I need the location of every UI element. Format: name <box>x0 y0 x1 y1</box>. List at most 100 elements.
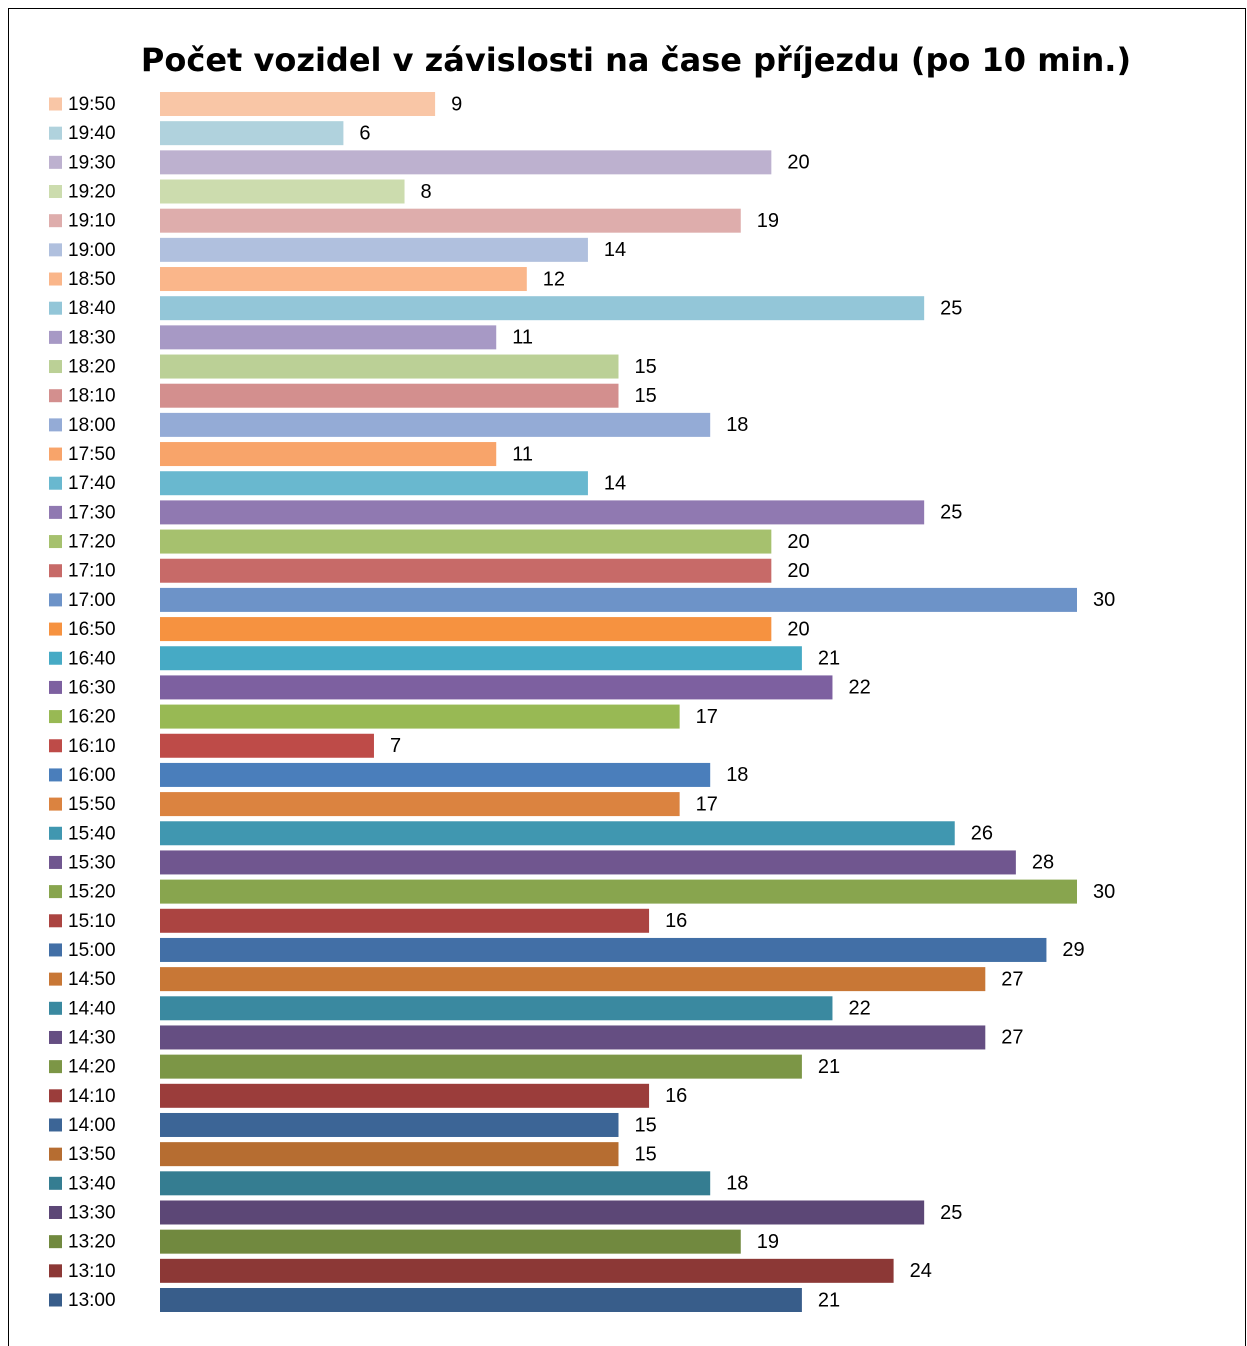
legend-swatch <box>49 1264 62 1278</box>
legend-swatch <box>49 593 62 607</box>
legend-swatch <box>49 1293 62 1307</box>
data-label: 19 <box>757 210 779 232</box>
data-label: 16 <box>665 910 687 932</box>
legend-label: 15:50 <box>68 794 116 815</box>
bar <box>160 908 650 933</box>
legend-label: 15:30 <box>68 852 116 873</box>
bar <box>160 267 527 292</box>
bar <box>160 471 588 496</box>
legend-swatch <box>49 185 62 199</box>
legend-label: 18:20 <box>68 357 116 378</box>
legend-label: 15:40 <box>68 823 116 844</box>
legend-label: 19:30 <box>68 152 116 173</box>
legend-label: 16:50 <box>68 619 116 640</box>
legend-label: 13:00 <box>68 1290 116 1311</box>
bar <box>160 354 619 379</box>
legend-label: 18:10 <box>68 386 116 407</box>
legend-swatch <box>49 360 62 374</box>
legend-label: 15:20 <box>68 882 116 903</box>
bar <box>160 296 925 321</box>
bar <box>160 733 374 758</box>
bar <box>160 412 711 437</box>
data-label: 18 <box>726 764 748 786</box>
bar <box>160 821 955 846</box>
data-label: 27 <box>1001 1027 1023 1049</box>
data-label: 22 <box>848 677 870 699</box>
legend-label: 14:30 <box>68 1027 116 1048</box>
legend-swatch <box>49 447 62 461</box>
legend-swatch <box>49 155 62 169</box>
legend-label: 17:00 <box>68 590 116 611</box>
bar <box>160 617 772 642</box>
bar <box>160 646 802 671</box>
bar <box>160 1142 619 1167</box>
legend-swatch <box>49 97 62 111</box>
legend-label: 13:30 <box>68 1203 116 1224</box>
data-label: 17 <box>696 793 718 815</box>
legend-swatch <box>49 651 62 665</box>
legend-label: 15:00 <box>68 940 116 961</box>
legend-swatch <box>49 1235 62 1249</box>
bar <box>160 150 772 175</box>
legend-label: 13:10 <box>68 1261 116 1282</box>
legend-label: 16:40 <box>68 648 116 669</box>
data-label: 20 <box>787 618 809 640</box>
data-label: 16 <box>665 1085 687 1107</box>
data-label: 9 <box>451 93 462 115</box>
data-label: 21 <box>818 1056 840 1078</box>
legend-label: 19:00 <box>68 240 116 261</box>
legend-swatch <box>49 1205 62 1219</box>
legend-swatch <box>49 1001 62 1015</box>
legend-swatch <box>49 330 62 344</box>
bar <box>160 937 1047 962</box>
legend-label: 14:10 <box>68 1086 116 1107</box>
legend-swatch <box>49 855 62 869</box>
bar <box>160 1200 925 1225</box>
legend-swatch <box>49 301 62 315</box>
bar <box>160 967 986 992</box>
legend-swatch <box>49 243 62 257</box>
legend-swatch <box>49 1118 62 1132</box>
data-label: 29 <box>1062 939 1084 961</box>
legend-swatch <box>49 914 62 928</box>
legend-label: 19:20 <box>68 182 116 203</box>
data-label: 25 <box>940 297 962 319</box>
legend-label: 13:50 <box>68 1144 116 1165</box>
legend-swatch <box>49 972 62 986</box>
bar <box>160 1258 894 1283</box>
bar <box>160 383 619 408</box>
legend-swatch <box>49 885 62 899</box>
legend-label: 17:40 <box>68 473 116 494</box>
legend-label: 15:10 <box>68 911 116 932</box>
data-label: 8 <box>421 181 432 203</box>
legend-label: 17:30 <box>68 502 116 523</box>
bar <box>160 762 711 787</box>
legend-label: 18:50 <box>68 269 116 290</box>
data-label: 6 <box>359 122 370 144</box>
bar <box>160 675 833 700</box>
legend-label: 14:20 <box>68 1057 116 1078</box>
legend-swatch <box>49 1176 62 1190</box>
legend-swatch <box>49 476 62 490</box>
data-label: 14 <box>604 473 626 495</box>
legend-swatch <box>49 943 62 957</box>
data-label: 24 <box>910 1260 932 1282</box>
bar <box>160 1229 741 1254</box>
data-label: 19 <box>757 1231 779 1253</box>
data-label: 22 <box>848 998 870 1020</box>
legend-swatch <box>49 505 62 519</box>
bar <box>160 1025 986 1050</box>
data-label: 30 <box>1093 881 1115 903</box>
data-label: 18 <box>726 414 748 436</box>
legend-swatch <box>49 272 62 286</box>
data-label: 21 <box>818 648 840 670</box>
legend-swatch <box>49 797 62 811</box>
data-label: 15 <box>635 1143 657 1165</box>
data-label: 20 <box>787 531 809 553</box>
legend-label: 14:40 <box>68 998 116 1019</box>
legend-swatch <box>49 418 62 432</box>
legend-swatch <box>49 826 62 840</box>
legend-label: 18:40 <box>68 298 116 319</box>
bar <box>160 121 344 146</box>
